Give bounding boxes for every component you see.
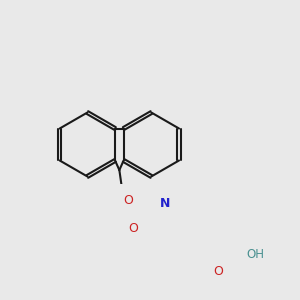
Text: O: O (123, 194, 133, 207)
Text: O: O (128, 222, 138, 235)
Text: OH: OH (246, 248, 264, 261)
Text: N: N (160, 197, 170, 210)
Text: O: O (213, 265, 223, 278)
